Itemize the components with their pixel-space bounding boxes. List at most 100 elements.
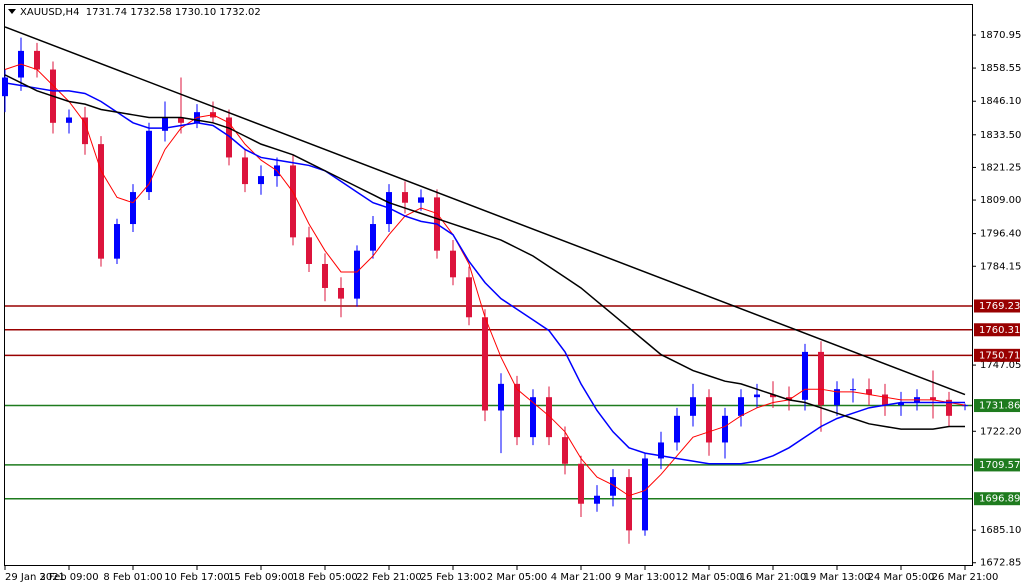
level-label: 1750.71	[979, 350, 1020, 361]
candle-body	[850, 389, 856, 391]
level-label: 1709.57	[979, 460, 1020, 471]
candle-body	[130, 192, 136, 225]
y-tick-label: 1858.55	[980, 63, 1021, 74]
x-tick-label: 24 Mar 05:00	[868, 572, 935, 583]
candle-body	[258, 176, 264, 185]
candle-body	[882, 394, 888, 406]
candle-body	[834, 389, 840, 406]
candle-body	[674, 415, 680, 443]
y-tick-label: 1685.10	[980, 525, 1021, 536]
y-tick-label: 1784.15	[980, 261, 1021, 272]
candle-body	[82, 117, 88, 145]
level-label: 1760.31	[979, 325, 1020, 336]
candle-body	[962, 405, 968, 407]
candle-body	[2, 77, 8, 97]
candle-body	[802, 351, 808, 400]
level-label-box	[974, 399, 1020, 413]
candle-body	[178, 117, 184, 123]
candle-body	[466, 277, 472, 318]
x-tick-label: 29 Jan 2021	[5, 572, 65, 583]
x-tick-label: 2 Mar 05:00	[487, 572, 547, 583]
x-tick-label: 9 Mar 13:00	[615, 572, 675, 583]
x-tick-label: 22 Feb 21:00	[356, 572, 422, 583]
moving-average	[4, 82, 965, 465]
candle-body	[546, 397, 552, 438]
candle-body	[594, 495, 600, 504]
x-tick-label: 12 Mar 05:00	[676, 572, 743, 583]
candle-body	[450, 250, 456, 278]
y-tick-label: 1809.00	[980, 195, 1021, 206]
candle-body	[530, 397, 536, 438]
candle-body	[418, 197, 424, 203]
candle-body	[146, 130, 152, 193]
y-tick-label: 1846.10	[980, 96, 1021, 107]
x-tick-label: 3 Feb 09:00	[39, 572, 98, 583]
x-tick-label: 15 Feb 09:00	[228, 572, 294, 583]
candle-body	[482, 317, 488, 411]
x-tick-label: 8 Feb 01:00	[103, 572, 162, 583]
candle-body	[354, 250, 360, 299]
candle-body	[946, 399, 952, 416]
candle-body	[306, 237, 312, 264]
level-label: 1769.23	[979, 301, 1020, 312]
candle-body	[162, 117, 168, 131]
candle-body	[626, 477, 632, 531]
candle-body	[290, 165, 296, 238]
y-tick-label: 1747.05	[980, 360, 1021, 371]
candle-body	[322, 263, 328, 288]
y-tick-label: 1672.85	[980, 558, 1021, 569]
x-tick-label: 16 Mar 21:00	[740, 572, 807, 583]
candle-body	[338, 287, 344, 299]
candle-body	[898, 402, 904, 406]
level-label: 1696.89	[979, 494, 1020, 505]
candle-body	[66, 117, 72, 123]
candle-body	[242, 157, 248, 185]
candle-body	[642, 458, 648, 531]
candle-body	[690, 397, 696, 416]
y-tick-label: 1796.40	[980, 229, 1021, 240]
x-tick-label: 18 Feb 05:00	[292, 572, 358, 583]
candle-body	[754, 394, 760, 398]
y-tick-label: 1870.95	[980, 30, 1021, 41]
level-label-box	[974, 458, 1020, 472]
candle-body	[514, 383, 520, 438]
candle-body	[706, 397, 712, 443]
candle-body	[562, 437, 568, 464]
candle-body	[786, 397, 792, 400]
level-label-box	[974, 348, 1020, 362]
candle-body	[402, 192, 408, 203]
x-tick-label: 26 Mar 21:00	[932, 572, 999, 583]
candle-body	[738, 397, 744, 416]
x-tick-label: 25 Feb 13:00	[420, 572, 486, 583]
plot-frame	[4, 4, 973, 566]
y-tick-label: 1833.50	[980, 130, 1021, 141]
moving-average	[4, 63, 966, 497]
x-tick-label: 10 Feb 17:00	[164, 572, 230, 583]
candle-body	[98, 144, 104, 259]
level-label-box	[974, 323, 1020, 337]
candle-body	[498, 383, 504, 411]
level-label-box	[974, 492, 1020, 506]
candle-body	[226, 117, 232, 158]
y-tick-label: 1722.20	[980, 426, 1021, 437]
menu-arrow[interactable]	[8, 9, 16, 14]
candle-body	[770, 394, 776, 398]
y-tick-label: 1821.25	[980, 162, 1021, 173]
candle-body	[610, 477, 616, 496]
candle-body	[34, 50, 40, 70]
trendline	[4, 26, 966, 396]
candle-body	[930, 397, 936, 400]
x-tick-label: 19 Mar 13:00	[804, 572, 871, 583]
candle-body	[658, 442, 664, 459]
candle-body	[114, 224, 120, 259]
candle-body	[370, 224, 376, 251]
candle-body	[866, 389, 872, 395]
moving-average	[4, 74, 965, 430]
level-label: 1731.86	[979, 401, 1020, 412]
x-tick-label: 4 Mar 21:00	[551, 572, 611, 583]
candle-body	[722, 415, 728, 443]
header: XAUUSD,H4 1731.74 1732.58 1730.10 1732.0…	[20, 7, 261, 18]
